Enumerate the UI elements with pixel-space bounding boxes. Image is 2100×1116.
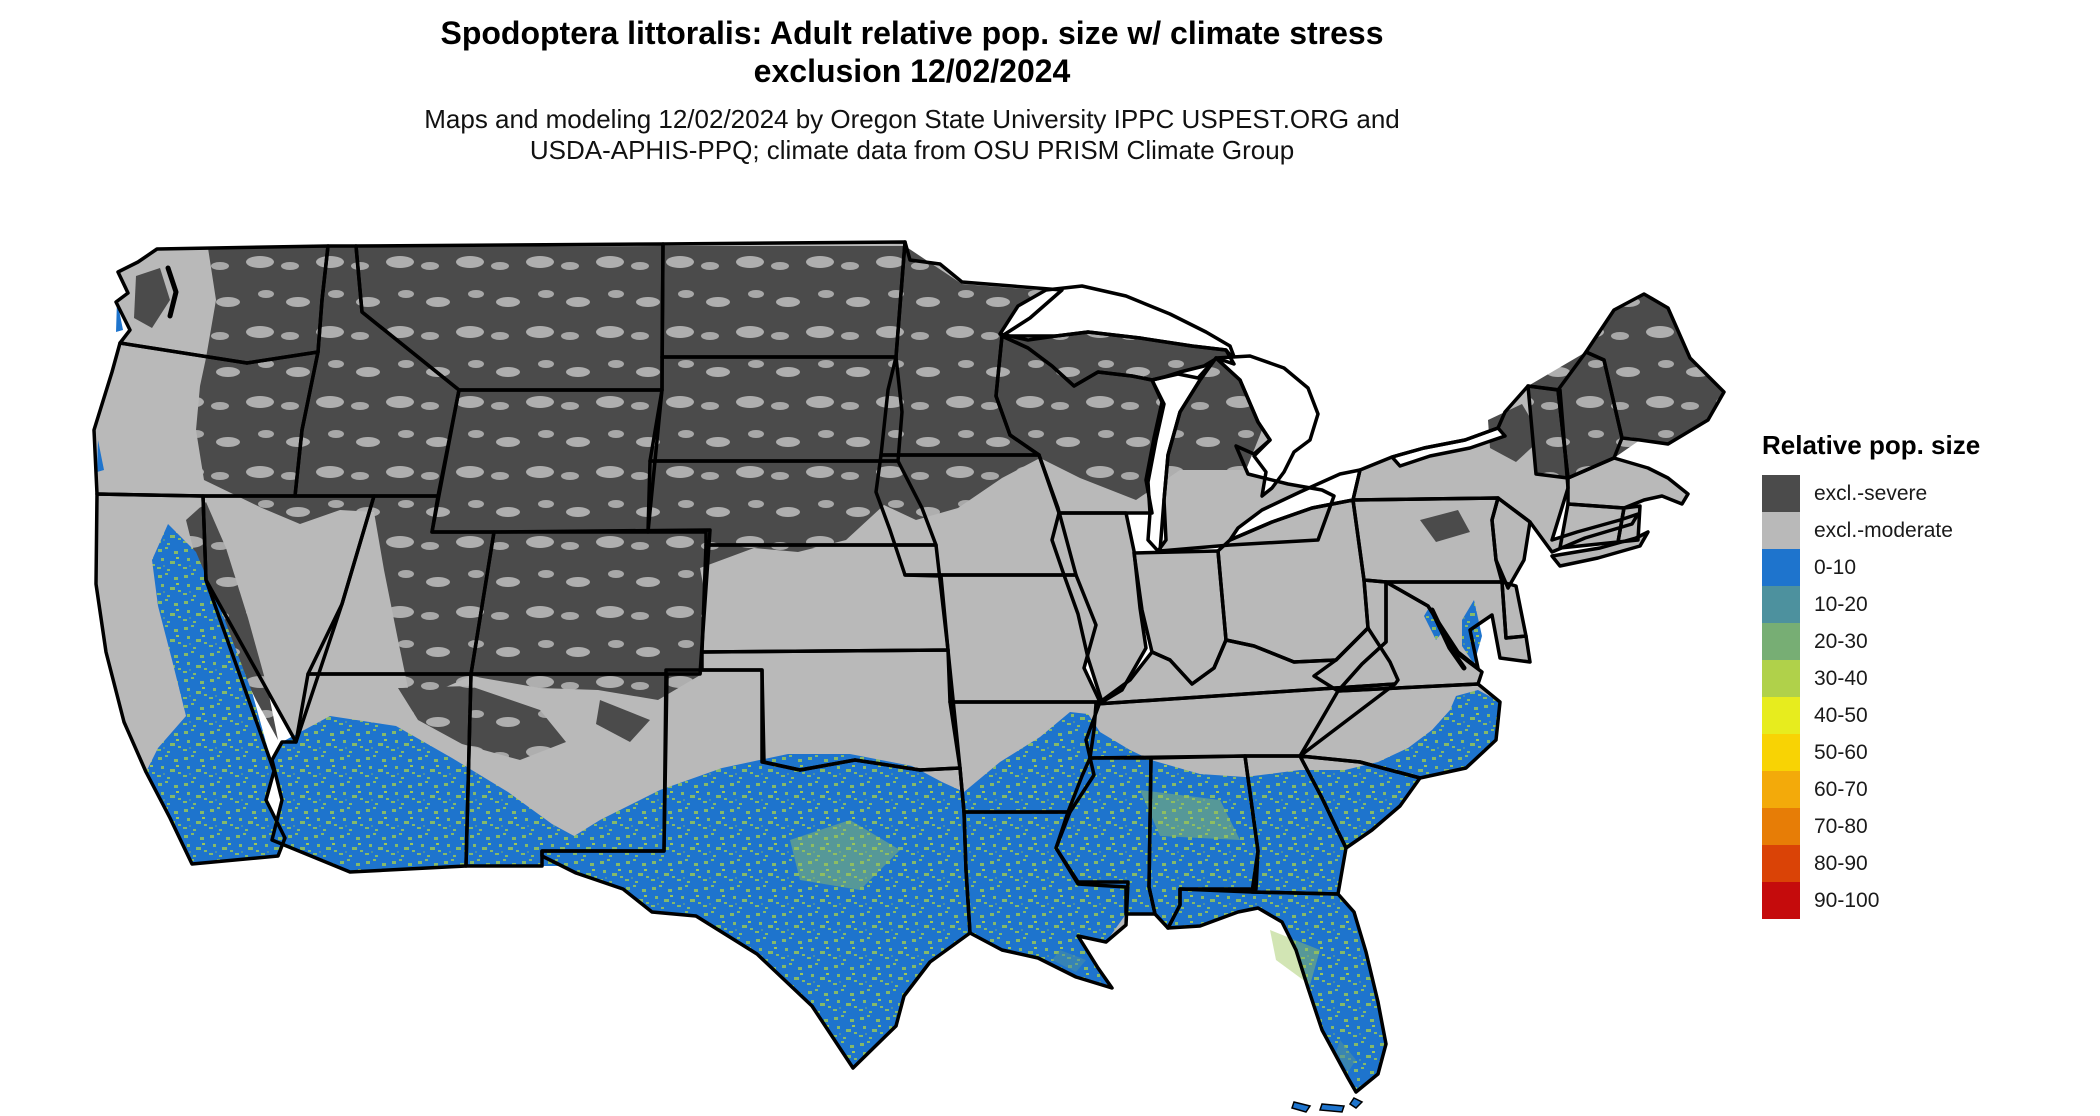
state-new-york — [1353, 386, 1638, 552]
legend-swatch-50-60 — [1762, 734, 1800, 771]
legend-label: 10-20 — [1814, 592, 1868, 616]
legend-swatch-0-10 — [1762, 549, 1800, 586]
legend-row: excl.-severe — [1762, 475, 1980, 512]
legend-label: 90-100 — [1814, 888, 1880, 912]
region-severe-new-england — [1528, 294, 1724, 478]
region-severe-poconos — [1420, 510, 1470, 542]
region-severe-olympics — [134, 268, 170, 328]
legend-label: 60-70 — [1814, 777, 1868, 801]
region-blue-south — [542, 690, 1500, 1092]
header: Spodoptera littoralis: Adult relative po… — [12, 14, 1812, 166]
state-virginia — [1338, 582, 1482, 691]
chesapeake-bay-detail — [1429, 607, 1467, 671]
legend-label: 80-90 — [1814, 851, 1868, 875]
legend-row: 20-30 — [1762, 623, 1980, 660]
legend-label: excl.-moderate — [1814, 518, 1953, 542]
legend-swatch-excl-severe — [1762, 475, 1800, 512]
legend-swatch-30-40 — [1762, 660, 1800, 697]
florida-keys — [1318, 1103, 1346, 1113]
legend-swatch-90-100 — [1762, 882, 1800, 919]
title-line-1: Spodoptera littoralis: Adult relative po… — [440, 15, 1384, 51]
legend-row: excl.-moderate — [1762, 512, 1980, 549]
state-missouri — [905, 575, 1100, 702]
title-line-2: exclusion 12/02/2024 — [753, 53, 1071, 89]
legend-row: 0-10 — [1762, 549, 1980, 586]
region-green-ms-al-band — [1140, 790, 1240, 840]
state-kansas — [702, 545, 948, 652]
legend-label: 50-60 — [1814, 740, 1868, 764]
region-teal-louisiana-coast — [1052, 950, 1086, 972]
legend-label: 0-10 — [1814, 555, 1857, 579]
region-green-north-florida — [1270, 930, 1320, 985]
legend-row: 40-50 — [1762, 697, 1980, 734]
legend-row: 30-40 — [1762, 660, 1980, 697]
state-delaware — [1502, 582, 1526, 638]
state-illinois — [1052, 513, 1146, 702]
state-nevada — [203, 496, 374, 742]
page-subtitle: Maps and modeling 12/02/2024 by Oregon S… — [12, 104, 1812, 166]
region-severe-nm-spot — [596, 700, 650, 742]
legend-row: 50-60 — [1762, 734, 1980, 771]
legend: Relative pop. size excl.-severe excl.-mo… — [1762, 430, 1980, 919]
legend-swatch-70-80 — [1762, 808, 1800, 845]
region-severe-sierra — [186, 502, 278, 740]
subtitle-line-1: Maps and modeling 12/02/2024 by Oregon S… — [424, 104, 1400, 134]
page-title: Spodoptera littoralis: Adult relative po… — [12, 14, 1812, 90]
state-kentucky — [1096, 628, 1398, 704]
state-ohio — [1218, 500, 1368, 662]
florida-keys — [1291, 1101, 1312, 1113]
state-maryland — [1386, 582, 1530, 668]
region-green-texas-hill — [790, 820, 900, 890]
puget-sound-detail — [165, 265, 179, 319]
subtitle-line-2: USDA-APHIS-PPQ; climate data from OSU PR… — [529, 135, 1295, 165]
region-blue-chesapeake-west — [1424, 606, 1444, 640]
state-pennsylvania — [1353, 498, 1502, 582]
legend-row: 60-70 — [1762, 771, 1980, 808]
legend-row: 10-20 — [1762, 586, 1980, 623]
legend-swatch-40-50 — [1762, 697, 1800, 734]
legend-swatch-60-70 — [1762, 771, 1800, 808]
legend-row: 80-90 — [1762, 845, 1980, 882]
legend-title: Relative pop. size — [1762, 430, 1981, 460]
legend-label: 30-40 — [1814, 666, 1868, 690]
region-blue-pacific-fleck-1 — [97, 440, 104, 472]
state-oklahoma — [702, 650, 960, 770]
legend-label: 40-50 — [1814, 703, 1868, 727]
legend-label: excl.-severe — [1814, 481, 1928, 505]
legend-swatch-excl-moderate — [1762, 512, 1800, 549]
legend-label: 70-80 — [1814, 814, 1868, 838]
florida-keys — [1348, 1097, 1364, 1109]
legend-swatch-20-30 — [1762, 623, 1800, 660]
region-severe-north — [196, 246, 1262, 700]
region-teal-south-florida — [1336, 1040, 1356, 1072]
legend-label: 20-30 — [1814, 629, 1868, 653]
legend-row: 90-100 — [1762, 882, 1980, 919]
legend-row: 70-80 — [1762, 808, 1980, 845]
state-indiana — [1134, 551, 1226, 684]
legend-swatch-80-90 — [1762, 845, 1800, 882]
legend-swatch-10-20 — [1762, 586, 1800, 623]
region-severe-az-nm-highlands — [398, 686, 566, 760]
region-blue-california — [146, 524, 285, 864]
